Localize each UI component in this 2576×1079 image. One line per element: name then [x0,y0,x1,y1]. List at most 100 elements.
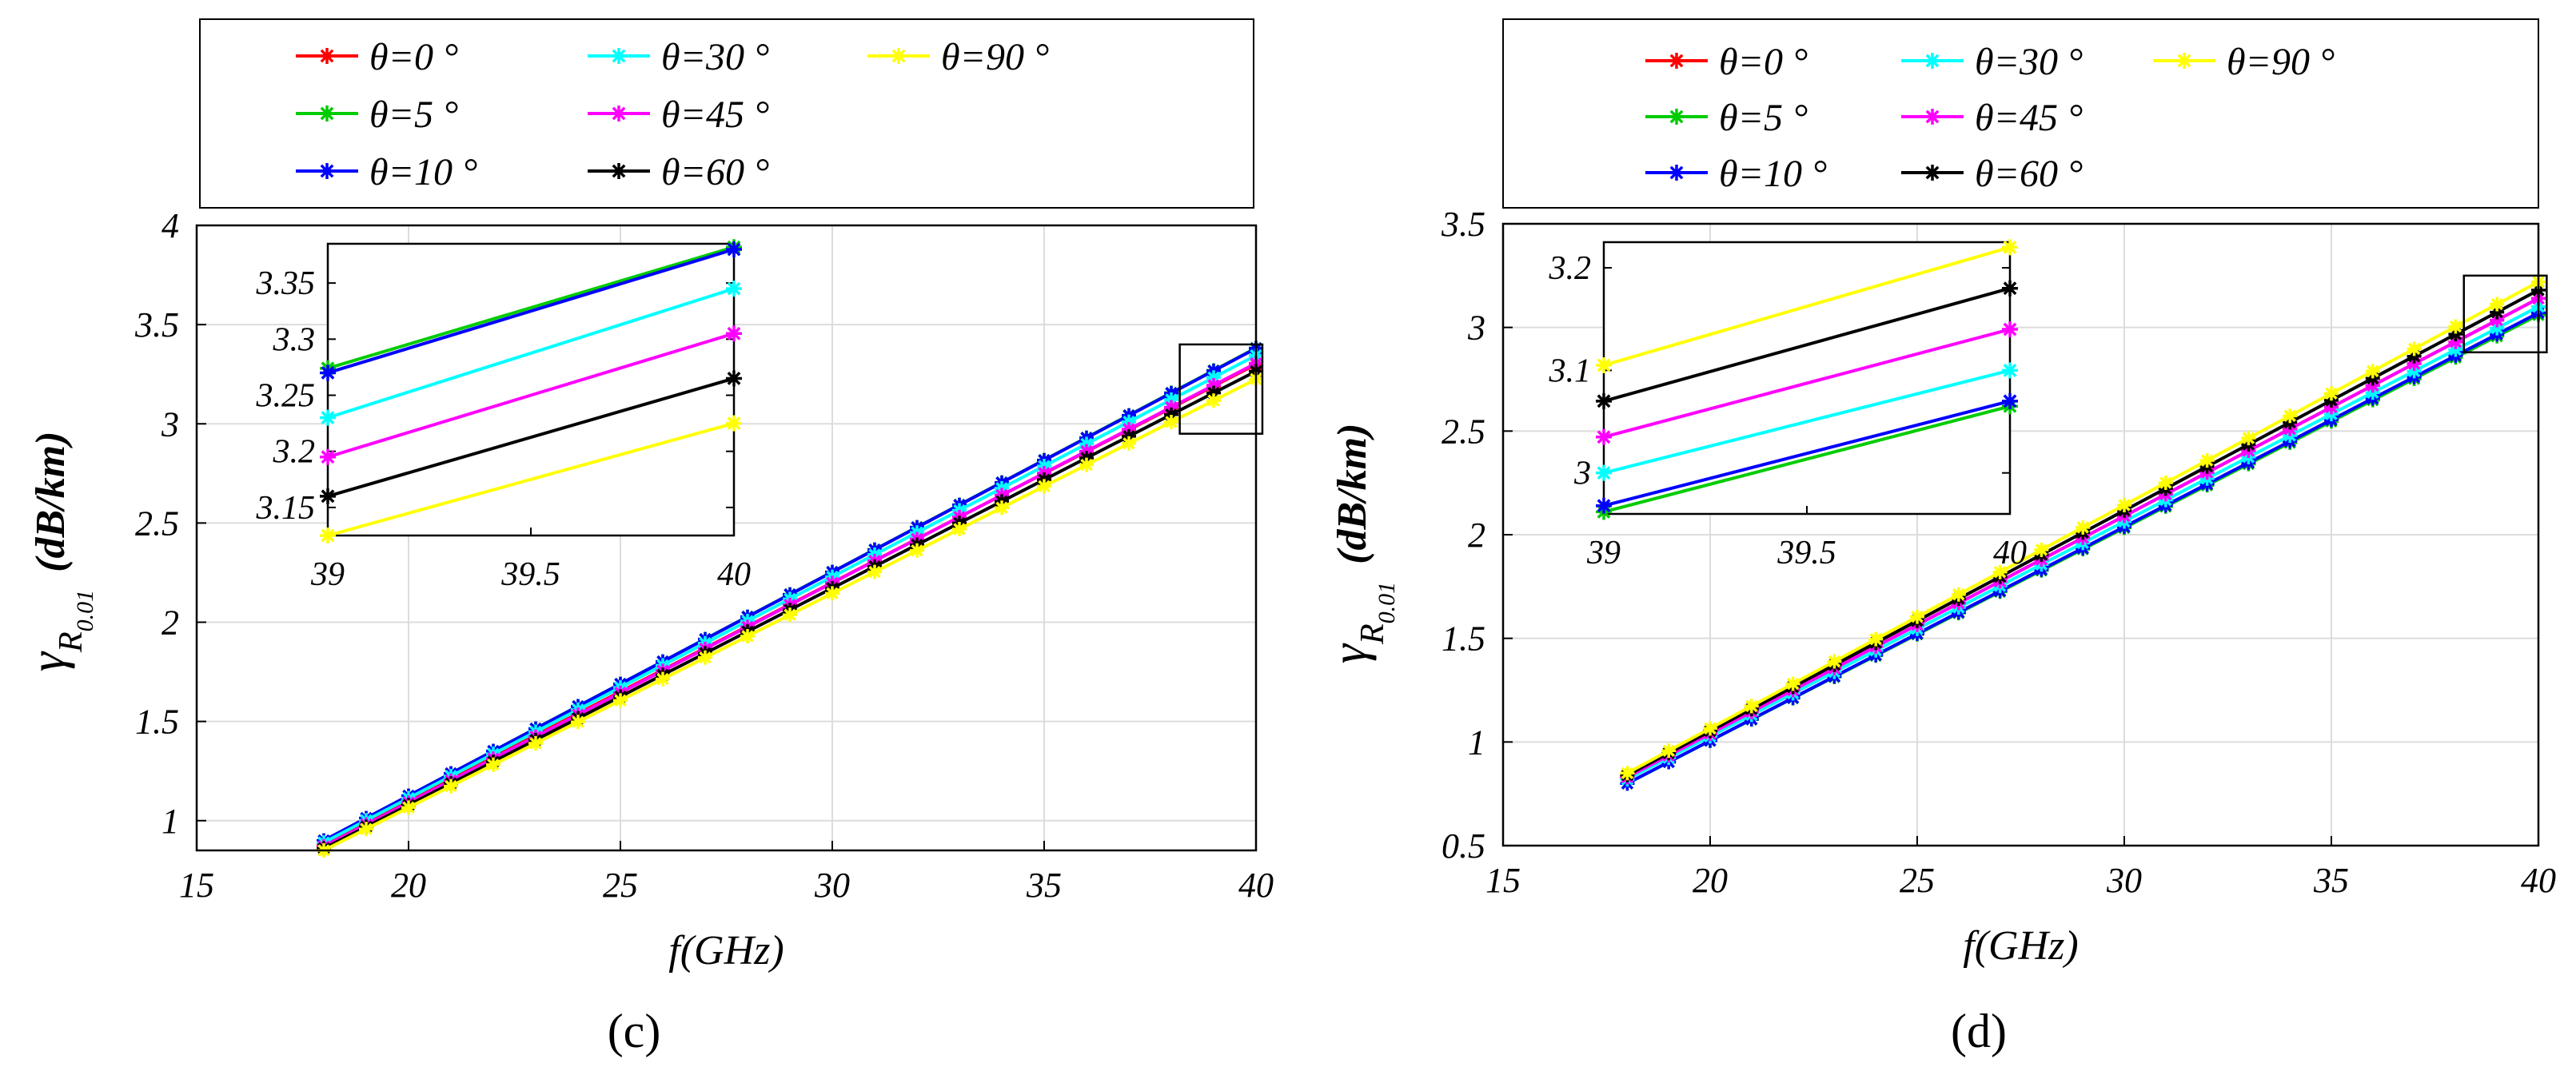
x-tick-label: 40 [1238,866,1274,905]
inset-line [327,248,735,375]
y-tick-label: 3.5 [134,305,179,344]
data-point [1206,378,1221,393]
data-point [1164,414,1178,429]
inset-line [327,421,735,537]
panel-caption: (d) [1951,1005,2007,1057]
data-point [2448,327,2463,342]
legend-item: θ=10 ° [296,151,477,193]
data-point [2407,356,2422,372]
data-point [2490,321,2505,336]
zoom-region-box [1178,343,1264,435]
inset-point [726,370,742,387]
inset-point [1596,356,1612,373]
y-tick-label: 3.5 [1441,205,1485,244]
y-label-subsub: 0.01 [1374,582,1400,624]
plot-frame [1501,222,2540,847]
inset-point [726,415,742,432]
inset-point [2002,362,2018,379]
inset-series [1596,362,2018,481]
legend-label: θ=60 ° [1975,153,2083,195]
data-point [995,500,1009,516]
inset-line [1603,368,2011,475]
inset-y-tick-label: 3.35 [256,265,316,302]
y-label-subsub: 0.01 [72,590,98,632]
data-point [825,586,839,601]
y-tick-label: 3 [1467,309,1485,348]
panel-caption: (c) [608,1005,661,1057]
y-tick-label: 4 [161,206,179,245]
panel-d: 15 20 25 30 35 40 0.5 1 1.5 2 2.5 3 3.5 3 3.1 3.2 39 39.5… [1322,18,2556,1057]
data-point [2448,334,2463,349]
data-point [1992,564,2008,579]
y-tick-label: 2 [1468,516,1485,555]
x-tick-label: 40 [2521,861,2556,900]
data-point [1868,631,1884,647]
inset-y-tick-label: 3 [1573,456,1591,492]
inset-point [320,409,336,426]
inset-point [726,241,742,258]
inset-x-tick-label: 39.5 [500,556,560,593]
data-point [2407,341,2422,356]
legend-label: θ=30 ° [1975,41,2083,83]
legend-marker [611,106,627,121]
legend-label: θ=5 ° [369,94,458,136]
data-point [1122,436,1136,451]
data-point [910,543,924,558]
inset-point [1596,428,1612,445]
legend-marker [319,106,335,121]
data-point [1164,400,1178,415]
inset-y-tick-label: 3.1 [1549,352,1592,389]
inset-point [320,448,336,465]
data-point [1620,766,1635,781]
legend-item: θ=90 ° [867,36,1049,78]
x-tick-label: 20 [1693,861,1728,900]
y-tick-label: 3 [161,404,179,444]
data-point [1079,457,1094,472]
legend-item: θ=5 ° [296,94,458,136]
legend-marker [1924,109,1940,125]
legend-label: θ=5 ° [1719,97,1808,139]
legend-item: θ=10 ° [1645,153,1827,195]
legend-item: θ=30 ° [588,36,769,78]
data-point [2365,364,2380,379]
inset-x-tick-label: 39 [310,556,345,593]
data-point [1164,392,1178,408]
legend-marker [2176,53,2192,69]
legend-marker [1924,165,1940,181]
legend-label: θ=10 ° [1719,153,1827,195]
data-point [698,650,712,665]
legend-marker [611,163,627,179]
data-point [2448,342,2463,357]
y-axis-label: γR0.01 (dB/km) [21,432,98,672]
data-point [613,693,628,708]
inset-frame [326,242,736,537]
inset-point [320,488,336,504]
legend-label: θ=90 ° [941,36,1049,78]
data-point [1827,654,1842,669]
legend-marker [1669,109,1685,125]
inset-point [2002,392,2018,409]
inset-series [320,325,742,465]
data-point [2158,476,2173,491]
inset-series [1596,239,2018,373]
legend-item: θ=45 ° [1901,97,2083,139]
legend-label: θ=30 ° [661,36,769,78]
y-tick-label: 1 [1468,723,1485,762]
data-point [867,564,882,579]
data-point [2034,542,2049,557]
y-label-unit: (dB/km) [1330,424,1375,564]
data-point [1164,407,1178,422]
inset-line [1603,328,2011,439]
inset-point [2002,239,2018,256]
x-tick-label: 25 [603,866,638,905]
data-point [528,735,543,751]
data-point [2076,520,2091,535]
y-tick-label: 2.5 [135,504,179,543]
x-tick-label: 35 [1026,866,1062,905]
data-point [1744,699,1759,714]
data-point [2407,364,2422,379]
data-point [1037,479,1051,494]
x-tick-label: 20 [391,866,426,905]
data-point [2283,408,2298,424]
